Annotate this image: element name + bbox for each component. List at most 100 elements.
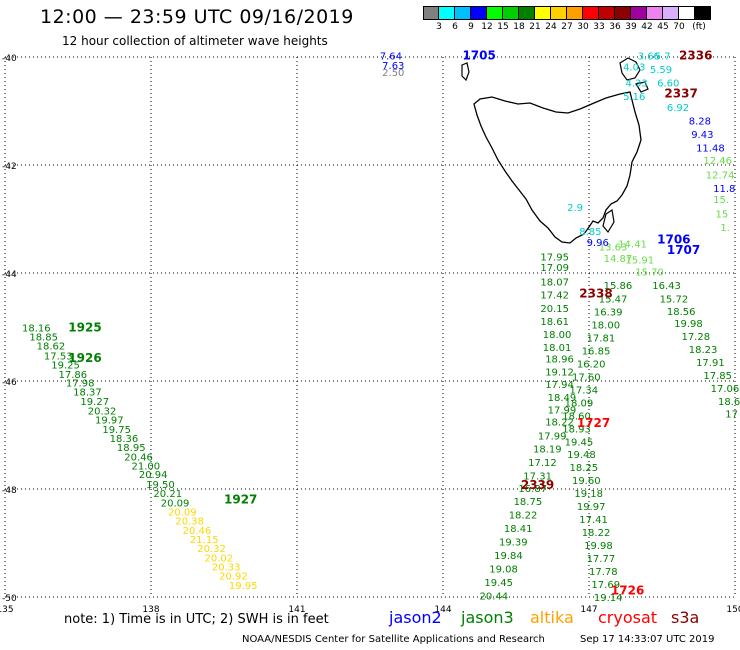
scale-label: 24 [545,22,557,32]
wave-height-label: 2.50 [382,68,404,79]
wave-height-label: 17.81 [587,334,616,345]
wave-height-label: 4.03 [623,63,645,74]
wave-height-label: 8.28 [689,117,711,128]
wave-height-label: 15.47 [599,295,628,306]
lat-tick-label: -46 [2,378,17,388]
legend-altika: altika [530,608,574,627]
wave-height-label: 17.41 [579,515,608,526]
wave-height-label: 18.75 [514,497,543,508]
wave-height-label: 19.95 [229,581,258,592]
wave-height-label: 17.78 [589,567,618,578]
scale-label: 39 [625,22,637,32]
wave-height-label: 14.87 [604,254,633,265]
wave-height-label: 18.63 [718,397,740,408]
wave-height-label: 16.87 [518,484,547,495]
wave-height-label: 19.27 [80,397,109,408]
wave-height-label: 18.49 [548,393,577,404]
wave-height-label: 15.72 [660,295,689,306]
scale-swatch [695,6,711,20]
wave-height-label: 18.41 [504,524,533,535]
wave-height-label: 17.69 [591,580,620,591]
scale-swatch [631,6,647,20]
scale-swatch [679,6,695,20]
wave-height-label: 17.09 [540,263,569,274]
wave-height-label: 17.34 [570,385,599,396]
wave-height-label: 18.00 [543,330,572,341]
wave-height-label: 5.59 [650,65,672,76]
wave-height-label: 17.53 [44,351,73,362]
wave-height-label: 4.33 [626,79,648,90]
scale-swatch [583,6,599,20]
tasmania-coastline [461,57,649,244]
wave-height-label: 17.06 [711,384,740,395]
lon-tick-label: 138 [142,605,159,615]
footnote: note: 1) Time is in UTC; 2) SWH is in fe… [64,612,329,627]
wave-height-label: 20.09 [168,507,197,518]
satellite-tracks: 18.1618.8518.6217.5319.2517.8617.9818.37… [22,49,740,604]
wave-height-label: 19.25 [51,361,80,372]
wave-height-label: 18.56 [667,307,696,318]
wave-height-label: 20.38 [175,517,204,528]
wave-height-label: 17.86 [59,370,88,381]
wave-height-label: 18.16 [22,323,51,334]
wave-height-label: 20.32 [197,544,226,555]
cycle-number-label: 2336 [679,49,712,63]
scale-swatch [423,6,439,20]
scale-label: 15 [497,22,509,32]
wave-height-label: 19.50 [146,480,175,491]
scale-swatch [503,6,519,20]
wave-height-label: 17.99 [538,431,567,442]
wave-height-label: 18.23 [689,345,718,356]
wave-height-label: 19.08 [489,565,518,576]
wave-height-label: 12.74 [706,171,735,182]
wave-height-label: 15.86 [604,281,633,292]
cycle-number-label: 1706 [657,232,690,246]
wave-height-label: 17.28 [681,332,710,343]
wave-height-label: 20.33 [212,563,241,574]
wave-height-label: 18.01 [543,343,572,354]
lat-tick-label: -40 [2,54,17,64]
wave-height-label: 19.14 [594,593,623,604]
wave-height-label: 20.21 [153,489,182,500]
wave-height-label: 19.45 [565,437,594,448]
wave-height-label: 15.91 [626,255,655,266]
wave-height-label: 20.32 [88,406,117,417]
scale-label: 6 [452,22,458,32]
wave-height-label: 17.99 [548,405,577,416]
wave-height-label: 17.98 [66,378,95,389]
wave-height-label: 9.96 [587,238,609,249]
scale-label: 3 [436,22,442,32]
wave-height-label: 12.46 [703,156,732,167]
wave-height-label: 17 [725,410,738,421]
wave-height-label: 18.22 [582,528,611,539]
wave-height-label: 18.85 [29,333,58,344]
scale-swatch [439,6,455,20]
axis-labels: -40 -42 -44 -46 -48 -50135 138 141 144 147 150 [0,54,740,615]
wave-height-label: 18.62 [37,342,66,353]
scale-swatch [663,6,679,20]
wave-height-label: 16.43 [652,281,681,292]
wave-height-label: 21.00 [132,462,161,473]
lon-tick-label: 147 [580,605,597,615]
wave-height-label: 19.98 [674,319,703,330]
scale-swatch [519,6,535,20]
scale-swatch [567,6,583,20]
color-scale-bar [423,6,711,20]
wave-height-label: 20.02 [205,553,234,564]
wave-height-label: 7.63 [382,61,404,72]
lon-tick-label: 135 [0,605,14,615]
wave-height-label: 18.37 [73,388,102,399]
wave-height-label: 16.39 [594,308,623,319]
wave-height-label: 18.07 [540,277,569,288]
wave-height-label: 5.16 [623,92,645,103]
scale-label: 33 [593,22,605,32]
scale-swatch [551,6,567,20]
wave-height-label: 17.77 [587,554,616,565]
scale-label: 9 [468,22,474,32]
wave-height-label: 17.91 [696,358,725,369]
scale-swatch [599,6,615,20]
tasmania-outline [473,91,642,244]
cycle-number-label: 2339 [521,478,554,492]
wave-height-label: 19.48 [567,450,596,461]
